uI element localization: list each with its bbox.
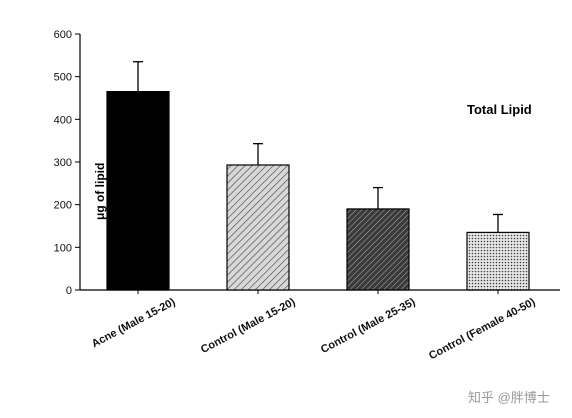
chart-title: Total Lipid xyxy=(467,102,532,117)
watermark-text: 知乎 @胖博士 xyxy=(468,390,550,405)
x-tick-label: Control (Female 40-50) xyxy=(427,296,538,362)
plot-area: 0 100 200 300 400 500 600 Acne (Male 15-20) Cont… xyxy=(54,29,560,362)
bar xyxy=(226,164,290,291)
y-axis-title: μg of lipid xyxy=(93,163,107,220)
y-tick-label: 300 xyxy=(54,157,72,169)
x-tick-label: Control (Male 15-20) xyxy=(199,296,298,356)
x-tick-label: Control (Male 25-35) xyxy=(319,296,418,356)
y-tick-label: 200 xyxy=(54,200,72,212)
y-tick-label: 600 xyxy=(54,29,72,41)
y-tick-label: 500 xyxy=(54,72,72,84)
bar xyxy=(466,231,530,291)
x-tick-label: Acne (Male 15-20) xyxy=(90,296,178,350)
y-tick-label: 100 xyxy=(54,242,72,254)
y-tick-label: 0 xyxy=(66,285,72,297)
bar xyxy=(106,90,170,291)
y-tick-label: 400 xyxy=(54,114,72,126)
bar xyxy=(346,208,410,291)
